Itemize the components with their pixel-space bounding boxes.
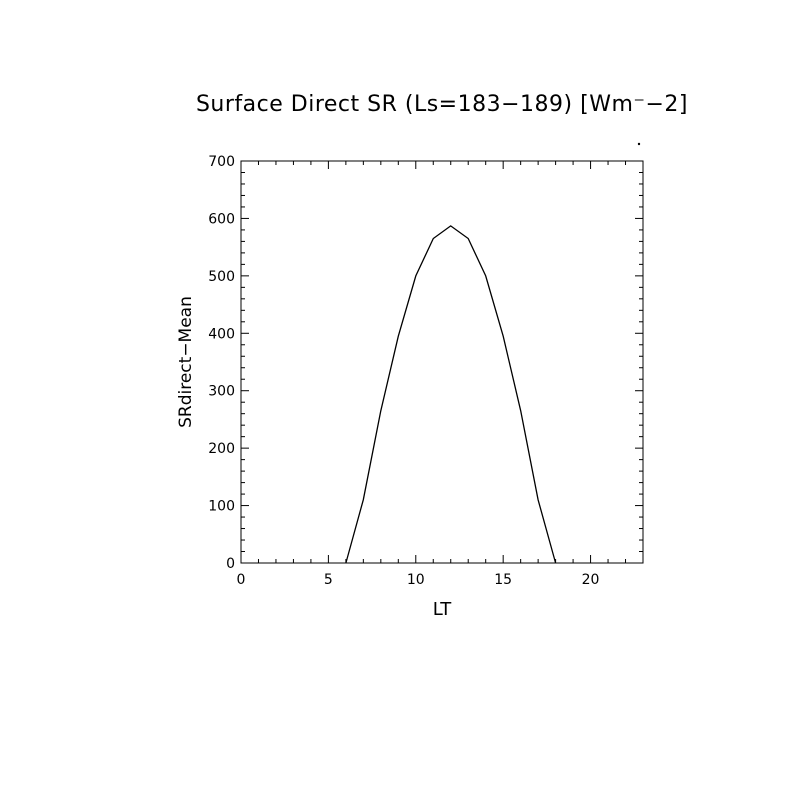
series-line (345, 225, 557, 564)
y-tick-label: 200 (208, 441, 235, 457)
y-tick-label: 500 (208, 269, 235, 285)
y-tick-label: 0 (226, 556, 235, 572)
x-tick-label: 10 (407, 572, 425, 588)
x-tick-label: 5 (324, 572, 333, 588)
x-axis-label: LT (433, 599, 453, 620)
y-tick-labels: 0 100 200 300 400 500 600 700 (208, 154, 235, 572)
plot-frame (240, 160, 644, 564)
y-tick-label: 400 (208, 326, 235, 342)
y-tick-label: 100 (208, 499, 235, 515)
x-tick-labels: 0 5 10 15 20 (237, 572, 600, 588)
axis-ticks (240, 160, 644, 564)
x-tick-label: 0 (237, 572, 246, 588)
y-tick-label: 700 (208, 154, 235, 170)
y-axis-label: SRdirect−Mean (176, 296, 196, 428)
stray-dot-mark (637, 142, 641, 146)
x-tick-label: 15 (494, 572, 512, 588)
y-tick-label: 300 (208, 384, 235, 400)
chart-title: Surface Direct SR (Ls=183−189) [Wm⁻−2] (196, 92, 688, 117)
x-tick-label: 20 (582, 572, 600, 588)
y-tick-label: 600 (208, 211, 235, 227)
series-layer (345, 225, 557, 564)
